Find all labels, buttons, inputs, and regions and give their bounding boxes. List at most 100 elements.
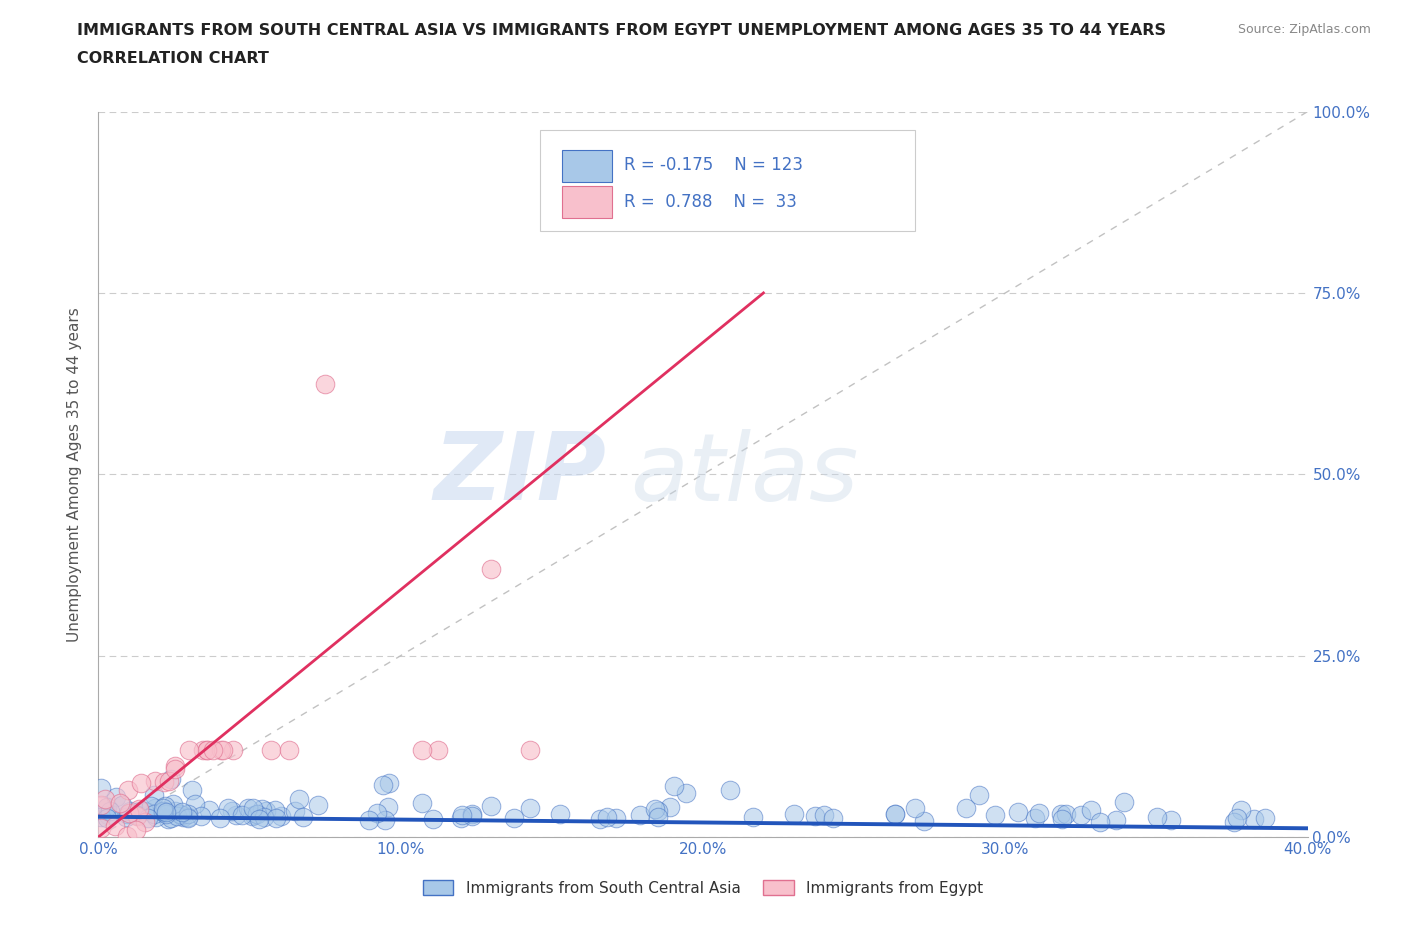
Point: [157, 811, 180, 826]
Point: [108, 795, 131, 810]
Point: [1007, 804, 1029, 819]
Point: [209, 742, 232, 757]
Point: [160, 772, 183, 787]
Point: [211, 742, 233, 757]
FancyBboxPatch shape: [540, 130, 915, 232]
Point: [307, 798, 329, 813]
Point: [359, 812, 381, 827]
Point: [96, 800, 118, 815]
Point: [647, 804, 669, 818]
Point: [502, 811, 524, 826]
Point: [884, 806, 907, 821]
Point: [172, 809, 194, 824]
Point: [605, 810, 627, 825]
Point: [93, 791, 115, 806]
Point: [142, 788, 165, 803]
Point: [314, 377, 336, 392]
Point: [371, 777, 394, 792]
Point: [411, 796, 433, 811]
Point: [152, 804, 174, 818]
Point: [411, 742, 433, 757]
Point: [955, 801, 977, 816]
Point: [190, 808, 212, 823]
Point: [1080, 803, 1102, 817]
Point: [129, 776, 152, 790]
Point: [1054, 806, 1077, 821]
Point: [104, 818, 127, 833]
Text: CORRELATION CHART: CORRELATION CHART: [77, 51, 269, 66]
Point: [172, 805, 194, 820]
Point: [450, 811, 472, 826]
Point: [1223, 815, 1246, 830]
Point: [169, 806, 191, 821]
Point: [242, 801, 264, 816]
Point: [589, 811, 612, 826]
Point: [292, 810, 315, 825]
Point: [90, 797, 112, 812]
Text: R =  0.788    N =  33: R = 0.788 N = 33: [624, 193, 797, 210]
Point: [162, 797, 184, 812]
Point: [277, 742, 299, 757]
Point: [225, 807, 247, 822]
Point: [782, 806, 804, 821]
Point: [153, 775, 176, 790]
Point: [450, 807, 472, 822]
Point: [166, 809, 188, 824]
Point: [422, 811, 444, 826]
Point: [426, 742, 449, 757]
Point: [595, 810, 617, 825]
Point: [159, 774, 181, 789]
Point: [195, 742, 218, 757]
Point: [246, 806, 269, 821]
Point: [163, 758, 186, 773]
Point: [823, 811, 845, 826]
Point: [270, 809, 292, 824]
Point: [461, 809, 484, 824]
Point: [254, 804, 277, 818]
Point: [104, 790, 127, 804]
Point: [163, 804, 186, 818]
Point: [96, 811, 118, 826]
Point: [243, 807, 266, 822]
Point: [912, 814, 935, 829]
Point: [519, 742, 541, 757]
Point: [134, 815, 156, 830]
Point: [195, 742, 218, 757]
Legend: Immigrants from South Central Asia, Immigrants from Egypt: Immigrants from South Central Asia, Immi…: [416, 874, 990, 902]
Point: [209, 811, 232, 826]
Point: [903, 801, 925, 816]
Point: [1088, 815, 1111, 830]
Point: [284, 804, 307, 818]
Point: [127, 808, 149, 823]
Point: [90, 809, 112, 824]
Point: [1070, 807, 1092, 822]
Point: [378, 776, 401, 790]
Point: [1114, 795, 1136, 810]
Point: [117, 806, 139, 821]
Point: [177, 809, 200, 824]
Point: [191, 742, 214, 757]
Point: [96, 800, 118, 815]
Point: [1230, 803, 1253, 817]
Point: [628, 807, 651, 822]
Point: [1105, 813, 1128, 828]
Point: [1243, 811, 1265, 826]
Point: [266, 810, 288, 825]
Point: [152, 801, 174, 816]
Point: [374, 813, 396, 828]
Point: [984, 808, 1007, 823]
Point: [1226, 811, 1249, 826]
Point: [198, 803, 221, 817]
FancyBboxPatch shape: [561, 150, 613, 182]
Point: [377, 799, 399, 814]
Point: [718, 782, 741, 797]
Point: [115, 810, 138, 825]
Point: [884, 806, 907, 821]
Point: [461, 807, 484, 822]
Point: [804, 809, 827, 824]
Y-axis label: Unemployment Among Ages 35 to 44 years: Unemployment Among Ages 35 to 44 years: [67, 307, 83, 642]
Point: [177, 811, 200, 826]
Point: [160, 810, 183, 825]
Point: [143, 806, 166, 821]
Point: [481, 561, 503, 576]
